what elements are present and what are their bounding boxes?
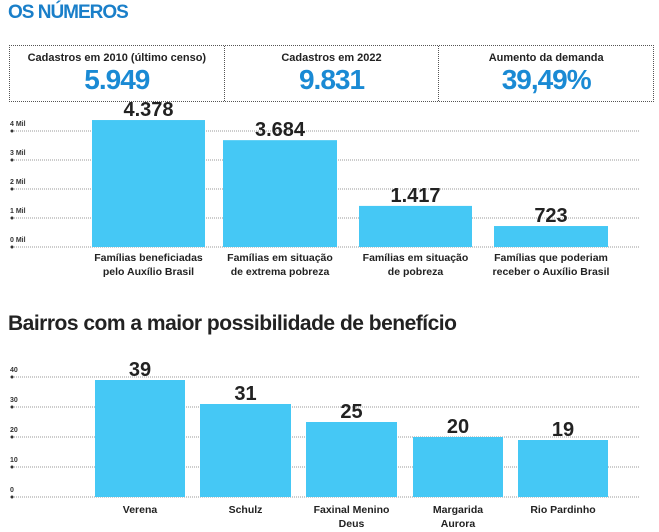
data-label: 19 [552,419,574,441]
stat-value: 5.949 [84,64,150,95]
y-tick-label: 0 [10,487,14,494]
tick-dot [10,375,14,379]
data-label: 20 [447,416,469,438]
chart2-title: Bairros com a maior possibilidade de ben… [8,312,457,335]
data-label: 1.417 [390,185,440,207]
section-title: OS NÚMEROS [8,2,129,23]
data-label: 39 [129,359,151,381]
tick-dot [10,158,14,162]
stat-label: Cadastros em 2022 [281,52,382,64]
y-tick-label: 20 [10,427,18,434]
y-tick-label: 3 Mil [10,150,26,157]
tick-dot [10,435,14,439]
category-label: receber o Auxílio Brasil [493,266,610,278]
data-label: 723 [534,205,567,227]
y-tick-label: 1 Mil [10,208,26,215]
stats-panel: Cadastros em 2010 (último censo) 5.949 Ca… [9,45,654,102]
y-tick-label: 30 [10,397,18,404]
category-label: Famílias beneficiadas [94,252,203,264]
data-label: 3.684 [255,119,306,141]
y-tick-label: 0 Mil [10,237,26,244]
stat-increase: Aumento da demanda 39,49% [439,46,653,101]
tick-dot [10,465,14,469]
bar [95,380,185,497]
category-label: Famílias em situação [363,252,469,264]
bar [223,140,337,247]
category-label: Famílias em situação [227,252,333,264]
category-label: pelo Auxílio Brasil [103,266,194,278]
y-tick-label: 10 [10,457,18,464]
tick-dot [10,187,14,191]
stat-value: 39,49% [501,64,592,95]
bar [518,440,608,497]
stat-value: 9.831 [298,64,365,95]
category-label: Verena [123,504,158,516]
y-tick-label: 2 Mil [10,179,26,186]
category-label: Margarida [433,504,483,516]
bar [413,437,503,497]
tick-dot [10,216,14,220]
bar [92,120,205,247]
category-label: Deus [339,518,365,530]
stat-label: Aumento da demanda [488,52,604,64]
category-label: Rio Pardinho [530,504,595,516]
bar [306,422,397,497]
category-label: Famílias que poderiam [494,252,608,264]
bar [200,404,291,497]
stat-2022: Cadastros em 2022 9.831 [225,46,440,101]
y-tick-label: 4 Mil [10,121,26,128]
stat-label: Cadastros em 2010 (último censo) [27,52,207,64]
stat-2010: Cadastros em 2010 (último censo) 5.949 [10,46,225,101]
bar [494,226,608,247]
data-label: 25 [340,401,362,423]
tick-dot [10,245,14,249]
category-label: de extrema pobreza [231,266,330,278]
category-label: Aurora [441,518,476,530]
category-label: de pobreza [388,266,444,278]
bar [359,205,472,247]
category-label: Faxinal Menino [314,504,390,516]
tick-dot [10,405,14,409]
data-label: 4.378 [123,99,173,121]
data-label: 31 [234,383,256,405]
y-tick-label: 40 [10,367,18,374]
tick-dot [10,495,14,499]
category-label: Schulz [229,504,263,516]
tick-dot [10,129,14,133]
